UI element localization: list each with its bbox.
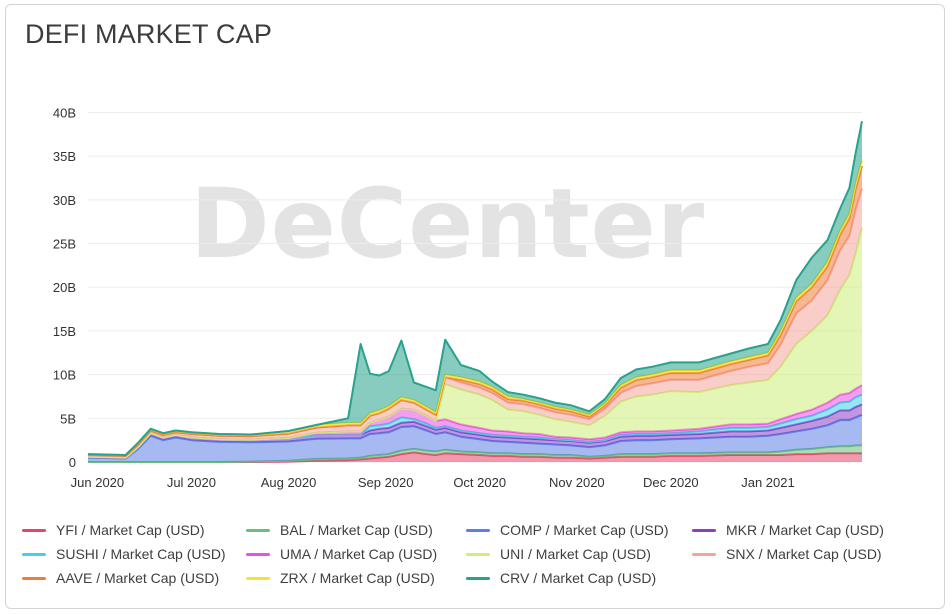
y-axis: 0 5B 10B 15B 20B 25B 30B 35B 40B	[53, 105, 76, 470]
legend-label: BAL / Market Cap (USD)	[280, 522, 433, 538]
y-tick-label: 0	[69, 455, 76, 470]
legend-label: SNX / Market Cap (USD)	[726, 546, 882, 562]
x-tick-label: Sep 2020	[358, 475, 414, 490]
x-tick-label: Nov 2020	[549, 475, 605, 490]
watermark: DeCenter	[190, 168, 706, 280]
legend-item[interactable]: AAVE / Market Cap (USD)	[22, 568, 219, 588]
legend-label: YFI / Market Cap (USD)	[56, 522, 205, 538]
legend-label: UMA / Market Cap (USD)	[280, 546, 438, 562]
x-tick-label: Jan 2021	[741, 475, 795, 490]
legend-label: CRV / Market Cap (USD)	[500, 570, 657, 586]
y-tick-label: 10B	[53, 368, 76, 383]
x-tick-label: Jun 2020	[71, 475, 125, 490]
legend-label: AAVE / Market Cap (USD)	[56, 570, 220, 586]
legend-item[interactable]: ZRX / Market Cap (USD)	[246, 568, 435, 588]
legend-swatch	[246, 576, 270, 580]
legend-item[interactable]: YFI / Market Cap (USD)	[22, 520, 205, 540]
legend-swatch	[22, 528, 46, 532]
legend-label: UNI / Market Cap (USD)	[500, 546, 651, 562]
area-yfi	[88, 452, 862, 462]
y-tick-label: 35B	[53, 149, 76, 164]
y-tick-label: 25B	[53, 237, 76, 252]
area-snx	[88, 188, 862, 458]
legend-item[interactable]: SNX / Market Cap (USD)	[692, 544, 882, 564]
legend-item[interactable]: BAL / Market Cap (USD)	[246, 520, 433, 540]
legend-swatch	[692, 528, 716, 532]
area-comp	[88, 414, 862, 462]
legend-item[interactable]: UNI / Market Cap (USD)	[466, 544, 651, 564]
legend-item[interactable]: SUSHI / Market Cap (USD)	[22, 544, 226, 564]
legend-item[interactable]: COMP / Market Cap (USD)	[466, 520, 669, 540]
legend-label: MKR / Market Cap (USD)	[726, 522, 884, 538]
legend-swatch	[466, 552, 490, 556]
x-tick-label: Oct 2020	[453, 475, 506, 490]
legend-label: ZRX / Market Cap (USD)	[280, 570, 435, 586]
stacked-areas	[87, 121, 863, 463]
legend-label: SUSHI / Market Cap (USD)	[56, 546, 226, 562]
area-bal	[88, 445, 862, 462]
y-tick-label: 40B	[53, 105, 76, 120]
legend-swatch	[22, 576, 46, 580]
legend-item[interactable]: UMA / Market Cap (USD)	[246, 544, 437, 564]
y-tick-label: 5B	[60, 411, 76, 426]
chart-title: DEFI MARKET CAP	[25, 19, 273, 49]
legend-swatch	[246, 528, 270, 532]
legend-label: COMP / Market Cap (USD)	[500, 522, 669, 538]
line-crv	[87, 121, 863, 456]
x-tick-label: Dec 2020	[643, 475, 699, 490]
y-tick-label: 20B	[53, 280, 76, 295]
y-tick-label: 30B	[53, 193, 76, 208]
legend-item[interactable]: CRV / Market Cap (USD)	[466, 568, 656, 588]
area-uni	[88, 227, 862, 458]
legend-swatch	[22, 552, 46, 556]
x-tick-label: Aug 2020	[261, 475, 317, 490]
legend-item[interactable]: MKR / Market Cap (USD)	[692, 520, 884, 540]
y-tick-label: 15B	[53, 324, 76, 339]
legend-swatch	[246, 552, 270, 556]
legend-swatch	[466, 528, 490, 532]
legend-swatch	[692, 552, 716, 556]
x-tick-label: Jul 2020	[167, 475, 216, 490]
legend-swatch	[466, 576, 490, 580]
x-axis: Jun 2020 Jul 2020 Aug 2020 Sep 2020 Oct 2020…	[71, 475, 795, 490]
